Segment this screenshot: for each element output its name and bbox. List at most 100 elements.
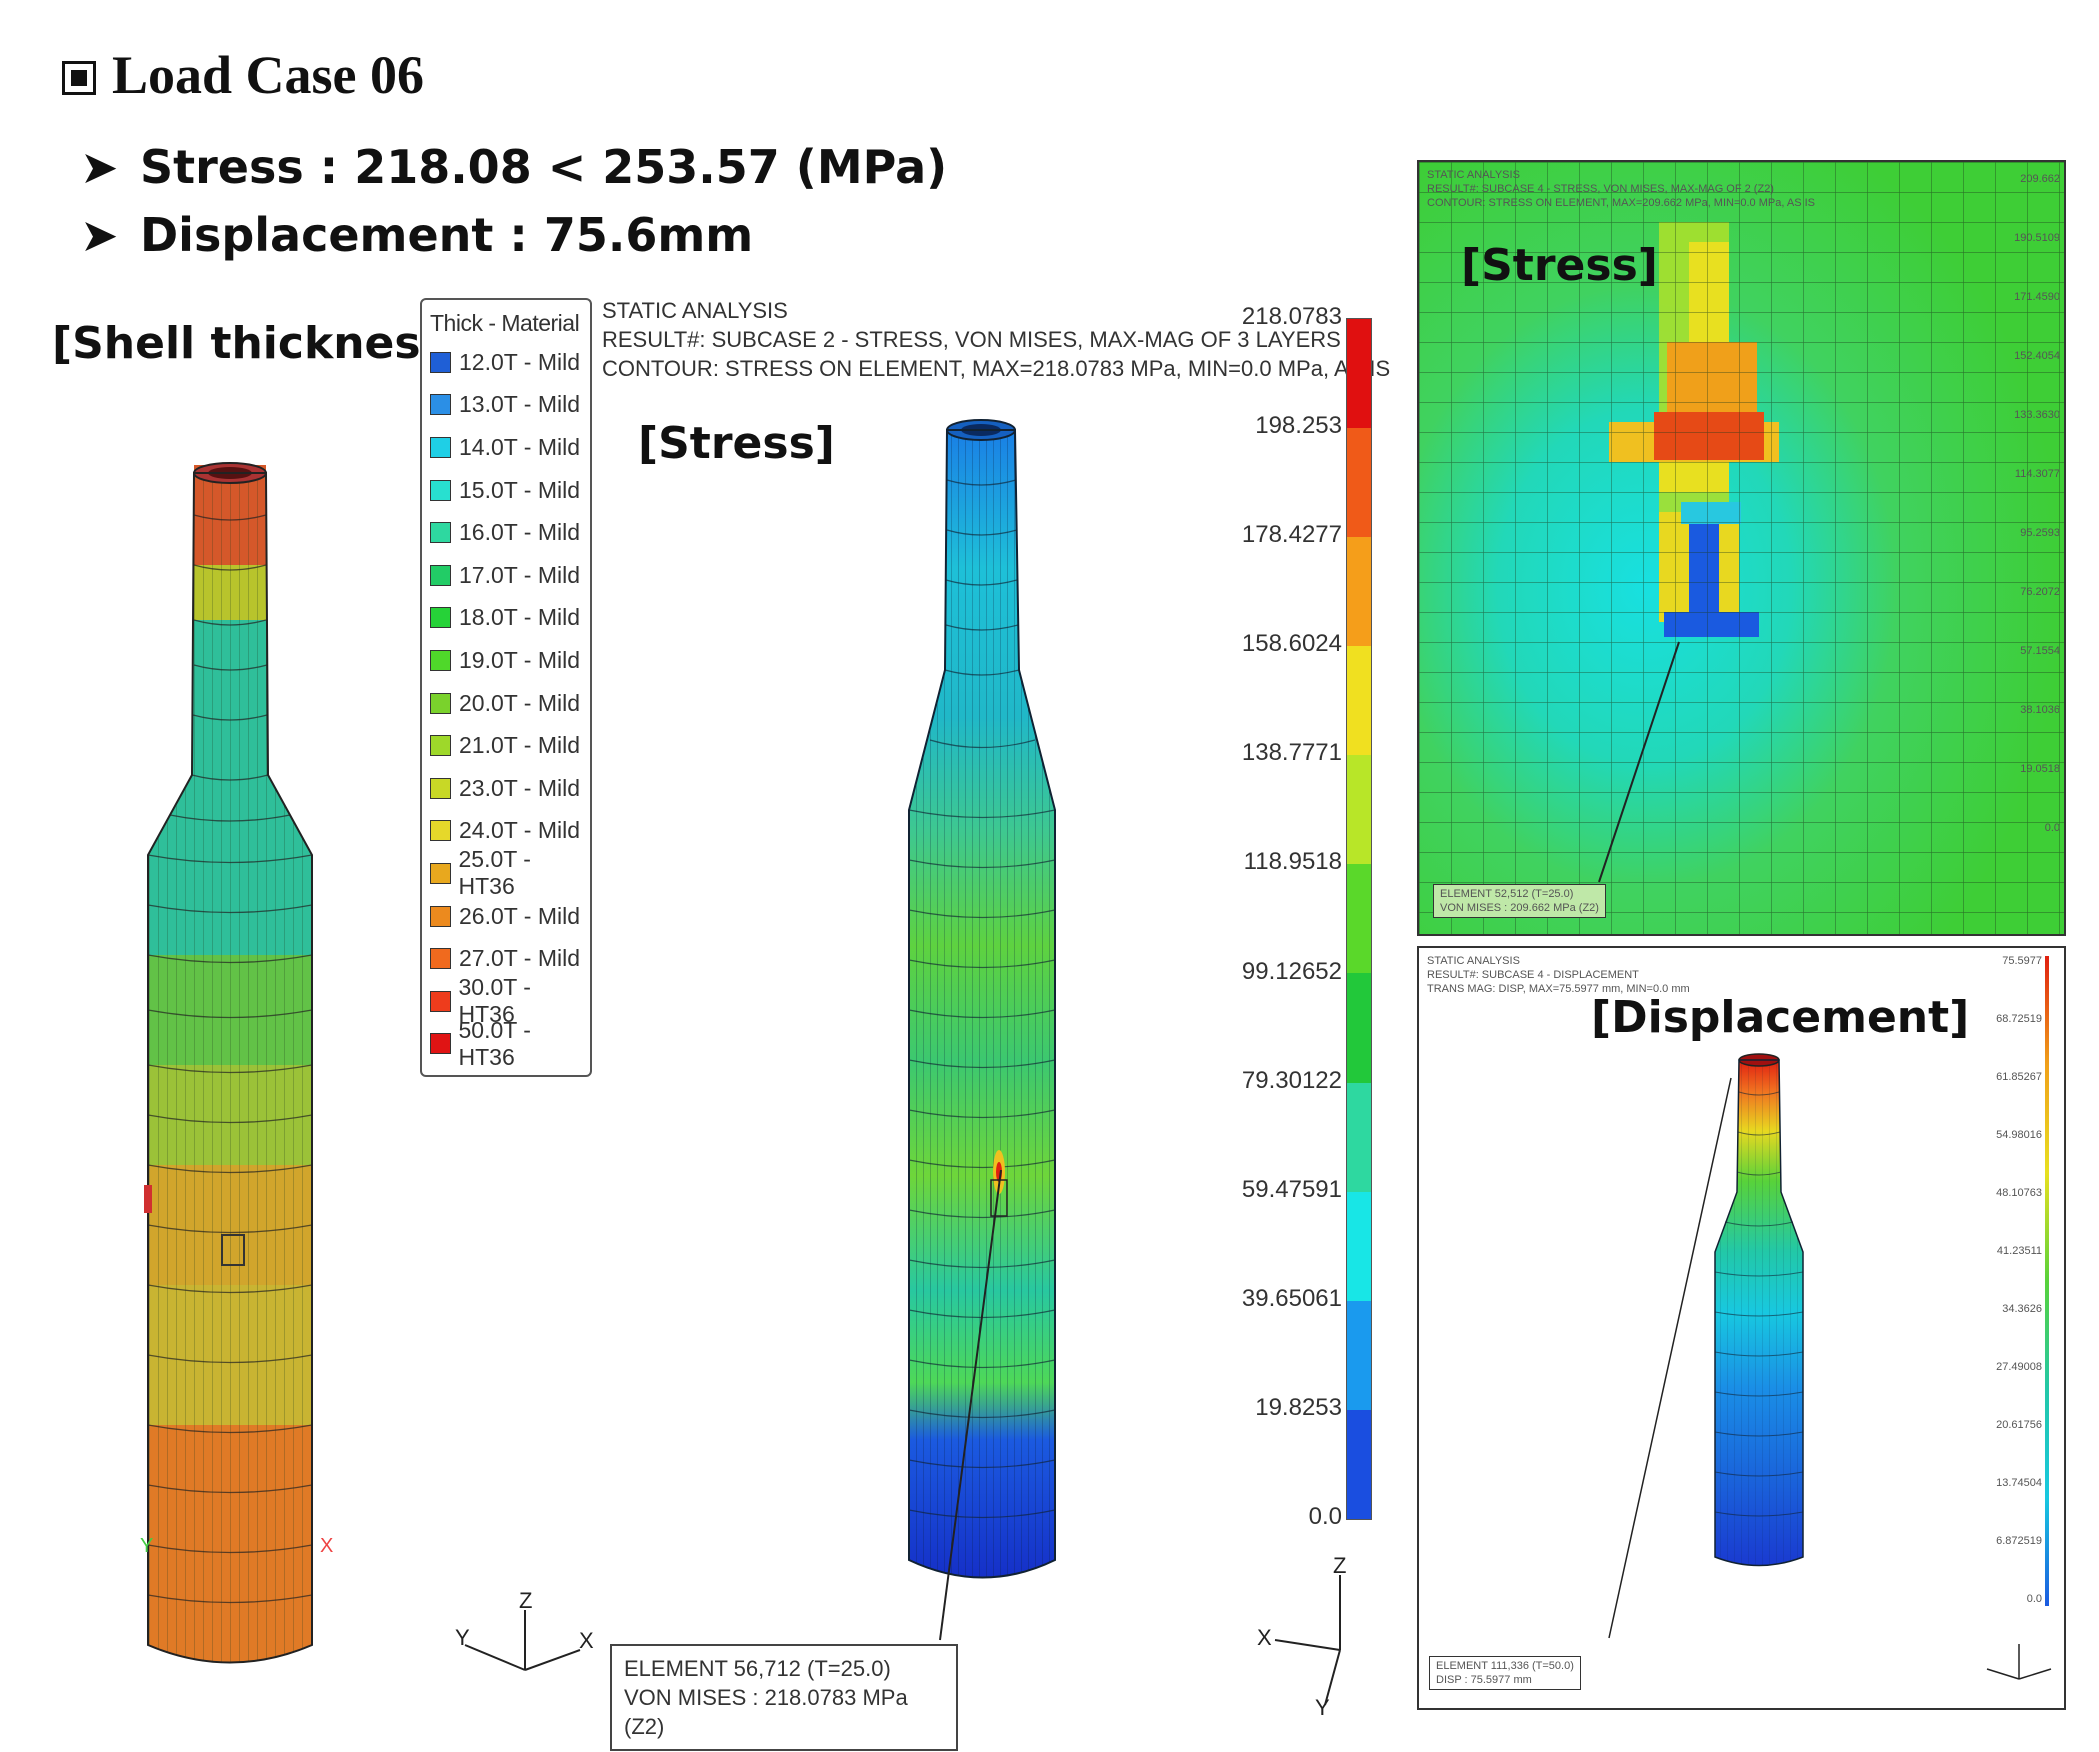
scale-tick-label: 198.253	[1255, 412, 1342, 440]
stress-detail-header: STATIC ANALYSIS RESULT#: SUBCASE 4 - STR…	[1427, 169, 1815, 209]
legend-item-label: 26.0T - Mild	[459, 902, 581, 929]
arrow-bullet-icon: ➤	[80, 208, 119, 262]
scale-band	[1347, 319, 1371, 429]
legend-item-label: 15.0T - Mild	[459, 476, 581, 503]
legend-item: 25.0T - HT36	[422, 846, 590, 899]
legend-item-label: 19.0T - Mild	[459, 646, 581, 673]
scale-tick-label: 19.8253	[1255, 1393, 1342, 1421]
scale-tick-label: 138.7771	[1241, 739, 1342, 767]
scale-band	[1347, 537, 1371, 647]
x-axis-label: X	[1257, 1625, 1272, 1650]
legend-item: 18.0T - Mild	[422, 597, 590, 640]
displacement-scale-label: 48.10763	[1996, 1187, 2042, 1199]
x-axis-label: X	[320, 1535, 333, 1557]
displacement-header: STATIC ANALYSIS RESULT#: SUBCASE 4 - DIS…	[1427, 955, 1690, 995]
scale-band	[1347, 1409, 1371, 1519]
legend-item: 12.0T - Mild	[422, 341, 590, 384]
legend-item-label: 20.0T - Mild	[459, 689, 581, 716]
legend-item: 50.0T - HT36	[422, 1017, 590, 1070]
legend-swatch	[430, 607, 451, 629]
legend-swatch	[430, 394, 451, 416]
detail-scale-label: 152.4054	[2014, 350, 2060, 362]
legend-item-label: 12.0T - Mild	[459, 348, 581, 375]
legend-swatch	[430, 990, 451, 1012]
detail-scale-label: 76.2072	[2020, 586, 2060, 598]
legend-item-label: 50.0T - HT36	[458, 1016, 531, 1070]
axis-triad-left: Z Y X	[455, 1590, 594, 1671]
x-axis-label: X	[579, 1628, 594, 1653]
legend-item-label: 23.0T - Mild	[459, 774, 581, 801]
stress-detail-panel: STATIC ANALYSIS RESULT#: SUBCASE 4 - STR…	[1417, 160, 2066, 936]
legend-item-label: 14.0T - Mild	[459, 433, 581, 460]
z-axis-label: Z	[519, 1590, 532, 1613]
displacement-scale-label: 41.23511	[1996, 1245, 2042, 1257]
legend-item-label: 30.0T - HT36	[458, 974, 531, 1028]
legend-item: 27.0T - Mild	[422, 937, 590, 980]
displacement-caption: [Displacement]	[1591, 992, 1970, 1043]
detail-scale-label: 209.662	[2020, 173, 2060, 185]
legend-item-label: 13.0T - Mild	[459, 391, 581, 418]
scale-tick-label: 59.47591	[1241, 1175, 1342, 1203]
shell-thickness-caption: [Shell thickness ]	[52, 318, 483, 369]
legend-item: 19.0T - Mild	[422, 639, 590, 682]
scale-band	[1347, 646, 1371, 756]
displacement-model	[1714, 1053, 1804, 1567]
scale-tick-label: 118.9518	[1243, 848, 1342, 876]
scale-tick-label: 79.30122	[1241, 1066, 1342, 1094]
square-bullet-icon	[62, 61, 96, 95]
displacement-scale-label: 54.98016	[1996, 1129, 2042, 1141]
stress-caption: [Stress]	[638, 418, 835, 469]
detail-scale-label: 19.0518	[2020, 763, 2060, 775]
legend-item: 17.0T - Mild	[422, 554, 590, 597]
stress-color-scale	[1346, 318, 1372, 1520]
legend-item-label: 27.0T - Mild	[459, 945, 581, 972]
displacement-axis-triad	[1986, 1644, 2052, 1680]
page-title: Load Case 06	[62, 44, 424, 106]
detail-scale-label: 57.1554	[2020, 645, 2060, 657]
scale-tick-label: 0.0	[1308, 1502, 1342, 1530]
scale-tick-label: 158.6024	[1241, 630, 1342, 658]
displacement-scale-label: 34.3626	[2002, 1303, 2042, 1315]
legend-item: 20.0T - Mild	[422, 682, 590, 725]
scale-band	[1347, 1191, 1371, 1301]
y-axis-label: Y	[140, 1535, 153, 1557]
displacement-element-info: ELEMENT 111,336 (T=50.0) DISP : 75.5977 …	[1429, 1656, 1581, 1690]
legend-swatch	[430, 1033, 451, 1055]
stress-model	[908, 419, 1056, 1579]
z-axis-label: Z	[1333, 1555, 1346, 1578]
legend-item: 30.0T - HT36	[422, 974, 590, 1027]
detail-scale-label: 38.1036	[2020, 704, 2060, 716]
legend-swatch	[430, 948, 451, 970]
displacement-scale-label: 27.49008	[1996, 1361, 2042, 1373]
scale-band	[1347, 864, 1371, 974]
scale-band	[1347, 755, 1371, 865]
legend-item-label: 16.0T - Mild	[459, 519, 581, 546]
legend-swatch	[430, 649, 451, 671]
legend-item-label: 18.0T - Mild	[459, 604, 581, 631]
legend-swatch	[430, 905, 451, 927]
legend-item: 21.0T - Mild	[422, 724, 590, 767]
displacement-leader-line	[1608, 1077, 1732, 1639]
legend-item: 14.0T - Mild	[422, 426, 590, 469]
scale-tick-label: 218.0783	[1241, 303, 1342, 330]
stress-analysis-header: STATIC ANALYSIS RESULT#: SUBCASE 2 - STR…	[602, 298, 1391, 381]
stress-detail-mesh	[1419, 162, 2064, 934]
thickness-material-legend: Thick - Material 12.0T - Mild 13.0T - Mil…	[420, 298, 592, 1077]
legend-item: 24.0T - Mild	[422, 810, 590, 853]
legend-swatch	[430, 862, 451, 884]
detail-scale-label: 133.3630	[2014, 409, 2060, 421]
legend-item-label: 24.0T - Mild	[459, 817, 581, 844]
legend-item: 15.0T - Mild	[422, 469, 590, 512]
detail-scale-label: 114.3077	[2014, 468, 2060, 480]
legend-swatch	[430, 351, 451, 373]
legend-item-label: 17.0T - Mild	[459, 561, 581, 588]
legend-item-label: 25.0T - HT36	[458, 846, 531, 900]
scale-tick-label: 99.12652	[1241, 957, 1342, 985]
legend-swatch	[430, 479, 451, 501]
detail-scale-label: 171.4590	[2014, 291, 2060, 303]
detail-scale-label: 0.0	[2044, 822, 2060, 834]
legend-item: 16.0T - Mild	[422, 511, 590, 554]
detail-scale-label: 95.2593	[2020, 527, 2060, 539]
stress-result-line: ➤ Stress : 218.08 < 253.57 (MPa)	[80, 140, 948, 194]
detail-scale-label: 190.5109	[2014, 232, 2060, 244]
